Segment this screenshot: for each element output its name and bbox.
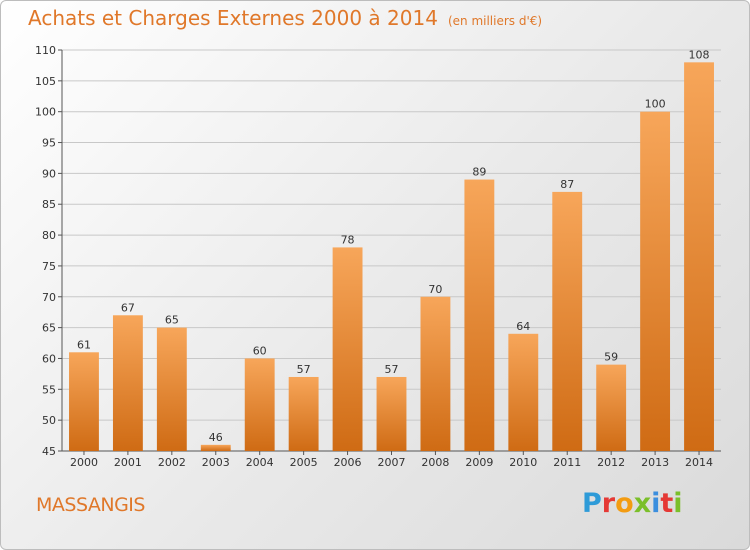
- x-tick-label: 2009: [465, 456, 493, 469]
- bar: [420, 296, 451, 451]
- x-tick-label: 2002: [158, 456, 186, 469]
- x-tick-label: 2005: [290, 456, 318, 469]
- chart-subtitle: (en milliers d'€): [447, 14, 543, 28]
- logo-letter: i: [651, 488, 661, 519]
- data-label: 70: [428, 283, 442, 296]
- y-tick-label: 85: [42, 198, 56, 211]
- y-tick-label: 70: [42, 291, 56, 304]
- bar: [69, 352, 99, 451]
- data-label: 59: [604, 351, 618, 364]
- y-tick-label: 90: [42, 167, 56, 180]
- bar: [112, 315, 143, 451]
- data-label: 60: [253, 344, 267, 357]
- labels: 61 67 65 46 60 57 78 57 70 89 64 87 59 100 108: [77, 48, 710, 443]
- logo-letter: i: [673, 488, 683, 519]
- data-label: 64: [516, 320, 530, 333]
- y-tick-label: 60: [42, 352, 56, 365]
- location-name: MASSANGIS: [36, 494, 145, 516]
- x-tick-label: 2006: [334, 456, 362, 469]
- axes: 45 50 55 60 65 70 75 80 85 90 95 100 105 110 2000 2001 2…: [35, 44, 721, 469]
- chart-title-text: Achats et Charges Externes 2000 à 2014: [28, 6, 438, 30]
- y-tick-label: 55: [42, 383, 56, 396]
- y-tick-label: 75: [42, 260, 56, 273]
- data-label: 89: [472, 166, 486, 179]
- logo-letter: P: [582, 488, 602, 519]
- data-label: 57: [297, 363, 311, 376]
- x-tick-label: 2000: [70, 456, 98, 469]
- x-tick-label: 2014: [685, 456, 713, 469]
- y-tick-label: 100: [35, 106, 56, 119]
- x-tick-label: 2010: [509, 456, 537, 469]
- x-tick-label: 2007: [378, 456, 406, 469]
- x-tick-label: 2001: [114, 456, 142, 469]
- y-tick-label: 95: [42, 137, 56, 150]
- data-label: 65: [165, 314, 179, 327]
- x-tick-label: 2012: [597, 456, 625, 469]
- data-label: 46: [209, 431, 223, 444]
- bar: [596, 364, 627, 451]
- y-tick-label: 65: [42, 322, 56, 335]
- y-tick-label: 105: [35, 75, 56, 88]
- logo-letter: o: [615, 488, 634, 519]
- bar: [288, 376, 319, 451]
- x-tick-label: 2008: [421, 456, 449, 469]
- logo-letter: x: [633, 488, 652, 519]
- bar: [244, 358, 275, 451]
- y-tick-label: 80: [42, 229, 56, 242]
- data-label: 108: [689, 48, 710, 61]
- data-label: 57: [385, 363, 399, 376]
- chart-title: Achats et Charges Externes 2000 à 2014 (e…: [28, 6, 542, 30]
- bars: [69, 62, 714, 452]
- data-label: 61: [77, 338, 91, 351]
- y-tick-label: 50: [42, 414, 56, 427]
- bar: [508, 333, 539, 451]
- bar: [200, 444, 231, 451]
- x-tick-label: 2013: [641, 456, 669, 469]
- bar: [464, 179, 495, 452]
- bar: [332, 247, 363, 451]
- y-tick-label: 110: [35, 44, 56, 57]
- logo-letter: t: [660, 488, 674, 519]
- bar: [156, 327, 187, 451]
- bar: [640, 111, 671, 451]
- bar: [684, 62, 714, 451]
- x-tick-label: 2011: [553, 456, 581, 469]
- y-tick-label: 45: [42, 445, 56, 458]
- bar: [552, 191, 583, 451]
- proxiti-logo: Proxiti: [582, 488, 683, 519]
- data-label: 78: [341, 233, 355, 246]
- logo-letter: r: [601, 488, 616, 519]
- bar: [376, 376, 407, 451]
- data-label: 67: [121, 301, 135, 314]
- data-label: 100: [645, 98, 666, 111]
- data-label: 87: [560, 178, 574, 191]
- x-tick-label: 2003: [202, 456, 230, 469]
- x-tick-label: 2004: [246, 456, 274, 469]
